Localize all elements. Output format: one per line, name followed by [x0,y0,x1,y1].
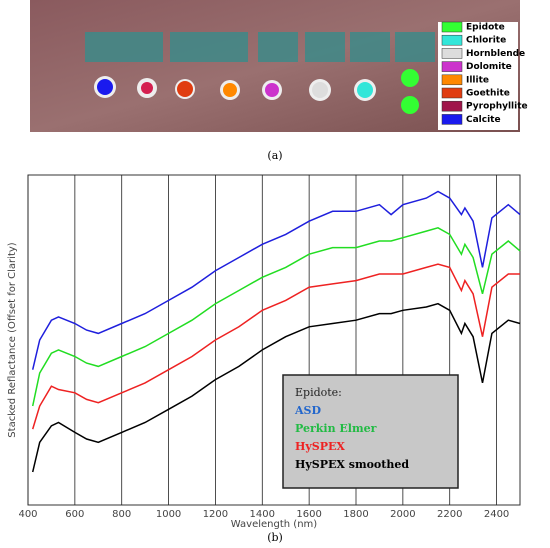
legend-swatch [441,21,463,33]
legend-label: HySPEX smoothed [295,458,409,471]
x-tick-label: 400 [18,509,37,520]
x-tick-label: 2000 [390,509,415,520]
x-tick-label: 800 [112,509,131,520]
x-axis-label: Wavelength (nm) [231,519,317,530]
line-series [31,302,521,473]
x-tick-label: 600 [65,509,84,520]
legend-swatch [441,61,463,72]
legend-label: Hornblende [466,49,525,59]
legend-label: ASD [294,404,321,417]
legend-label: Dolomite [466,62,512,72]
line-series [31,190,521,370]
line-series [31,226,521,407]
legend-title: Epidote: [295,386,342,399]
legend-swatch [441,114,463,125]
x-tick-label: 2200 [437,509,462,520]
legend-label: Chlorite [466,36,506,46]
legend-swatch [441,48,463,59]
legend-label: Goethite [466,89,510,99]
x-tick-label: 1800 [343,509,368,520]
image-legend: Epidote Chlorite Hornblende Dolomite Illite G… [441,21,528,125]
legend-swatch [441,100,463,112]
legend-label: HySPEX [295,440,345,453]
x-tick-label: 1600 [296,509,321,520]
legend-label: Epidote [466,23,505,33]
x-tick-label: 1400 [250,509,275,520]
legend-label: Calcite [466,115,501,125]
x-tick-label: 1200 [203,509,228,520]
legend-label: Pyrophyllite [466,102,528,112]
legend-swatch [441,34,463,46]
x-tick-label: 2400 [484,509,509,520]
photo [30,0,520,132]
legend-swatch [441,87,463,99]
chart: 400 600 800 1000 1200 1400 1600 1800 2000 2200 240… [7,174,521,530]
caption: (a) [267,149,282,162]
caption: (b) [267,531,283,544]
legend-swatch [441,74,463,86]
legend-box [282,374,459,489]
line-series [31,263,520,430]
legend-label: Illite [466,75,489,85]
y-axis-label: Stacked Reflactance (Offset for Clarity) [7,242,18,437]
legend-label: Perkin Elmer [295,422,377,435]
x-tick-label: 1000 [156,509,181,520]
